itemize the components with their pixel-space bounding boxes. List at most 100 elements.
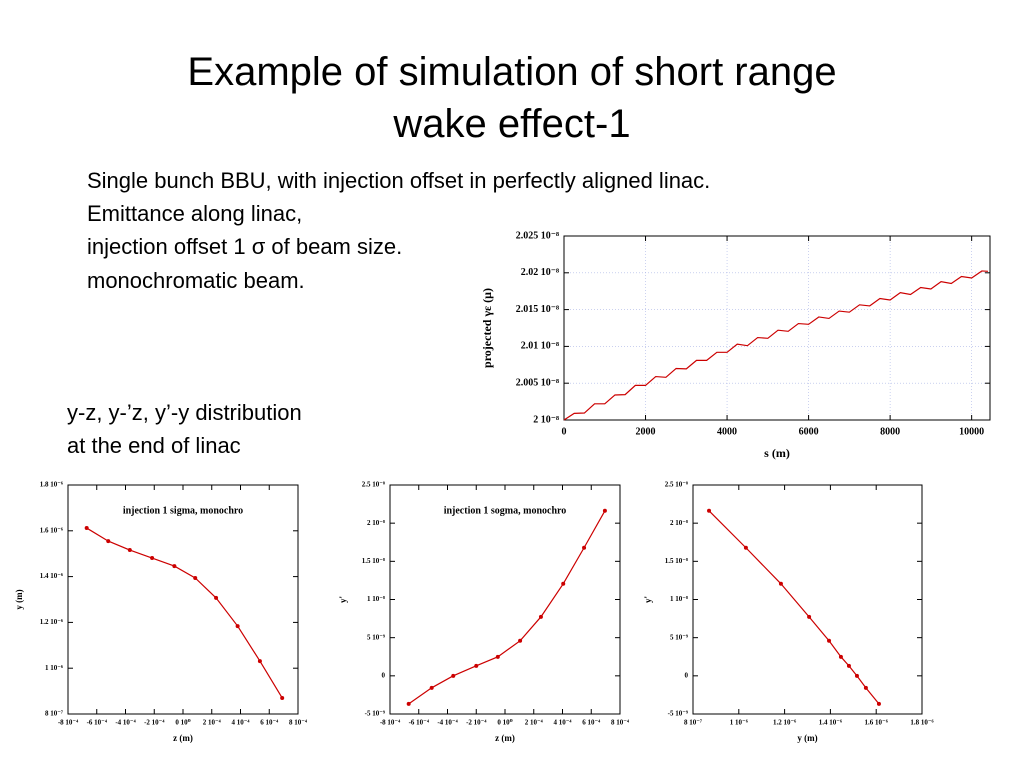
data-point (106, 539, 111, 544)
data-point (778, 581, 783, 586)
x-tick-label: 1.6 10⁻⁶ (865, 719, 888, 727)
x-tick-label: 4 10⁻⁴ (231, 719, 250, 727)
description-line: injection offset 1 σ of beam size. (87, 234, 402, 259)
x-tick-label: -6 10⁻⁴ (409, 719, 430, 727)
data-point (429, 685, 434, 690)
x-axis-label: z (m) (495, 733, 515, 743)
y-tick-label: 2.5 10⁻⁸ (665, 481, 688, 489)
y-tick-label: 2 10⁻⁸ (670, 519, 688, 527)
x-tick-label: 6000 (799, 426, 819, 437)
data-line (408, 510, 606, 705)
data-point (827, 638, 832, 643)
data-point (280, 695, 285, 700)
x-tick-label: 2 10⁻⁴ (203, 719, 222, 727)
y-tick-label: 1.5 10⁻⁸ (665, 557, 688, 565)
x-tick-label: 0 10⁰ (497, 719, 512, 727)
data-point (602, 508, 607, 513)
data-point (743, 545, 748, 550)
y-tick-label: 2.005 10⁻⁸ (516, 377, 559, 388)
slide-title: wake effect-1 (392, 102, 630, 146)
x-tick-label: 1.8 10⁻⁶ (910, 719, 933, 727)
x-tick-label: 8 10⁻⁷ (684, 719, 702, 727)
data-point (538, 614, 543, 619)
x-tick-label: 1.2 10⁻⁶ (773, 719, 796, 727)
y-tick-label: 8 10⁻⁷ (45, 710, 63, 718)
y-tick-label: 2.5 10⁻⁸ (362, 481, 385, 489)
x-tick-label: 8 10⁻⁴ (611, 719, 630, 727)
data-point (876, 701, 881, 706)
x-tick-label: 4 10⁻⁴ (553, 719, 572, 727)
data-point (474, 663, 479, 668)
y-tick-label: 1.5 10⁻⁸ (362, 557, 385, 565)
y-tick-label: 2.02 10⁻⁸ (521, 267, 559, 278)
slide-title: Example of simulation of short range (187, 50, 836, 94)
data-point (127, 548, 132, 553)
y-tick-label: 1.8 10⁻⁶ (40, 481, 63, 489)
description-line: monochromatic beam. (87, 268, 305, 293)
x-tick-label: -4 10⁻⁴ (437, 719, 458, 727)
y-tick-label: 2 10⁻⁸ (533, 414, 559, 425)
x-tick-label: 0 10⁰ (175, 719, 190, 727)
data-line (708, 510, 880, 705)
y-tick-label: -5 10⁻⁹ (668, 710, 688, 718)
x-tick-label: 6 10⁻⁴ (582, 719, 601, 727)
x-tick-label: -4 10⁻⁴ (115, 719, 136, 727)
data-point (193, 575, 198, 580)
data-point (84, 526, 89, 531)
y-axis-label: y' (643, 596, 653, 603)
data-point (561, 581, 566, 586)
data-point (582, 545, 587, 550)
x-tick-label: 1 10⁻⁶ (730, 719, 748, 727)
y-axis-label: y (m) (14, 589, 24, 609)
data-point (495, 654, 500, 659)
y-tick-label: 1.6 10⁻⁶ (40, 526, 63, 534)
x-tick-label: 2000 (636, 426, 656, 437)
x-tick-label: 8 10⁻⁴ (289, 719, 308, 727)
y-tick-label: 1 10⁻⁶ (45, 664, 63, 672)
x-tick-label: -8 10⁻⁴ (380, 719, 401, 727)
y-tick-label: 0 (382, 671, 386, 679)
data-line (563, 270, 988, 421)
x-axis-label: z (m) (173, 733, 193, 743)
y-tick-label: 5 10⁻⁹ (670, 633, 688, 641)
y-tick-label: 0 (685, 671, 689, 679)
x-tick-label: 8000 (880, 426, 900, 437)
x-tick-label: 2 10⁻⁴ (525, 719, 544, 727)
x-tick-label: 4000 (717, 426, 737, 437)
data-line (86, 527, 283, 699)
y-tick-label: 2.025 10⁻⁸ (516, 230, 559, 241)
caption-line: at the end of linac (67, 433, 241, 458)
y-tick-label: 2.015 10⁻⁸ (516, 304, 559, 315)
y-tick-label: -5 10⁻⁹ (365, 710, 385, 718)
data-point (854, 673, 859, 678)
x-tick-label: -8 10⁻⁴ (58, 719, 79, 727)
x-axis-label: s (m) (764, 446, 790, 460)
y-axis-label: projected γε (μ) (480, 288, 494, 368)
x-axis-label: y (m) (797, 733, 817, 743)
y-tick-label: 2.01 10⁻⁸ (521, 341, 559, 352)
data-point (518, 638, 523, 643)
x-tick-label: -6 10⁻⁴ (87, 719, 108, 727)
x-tick-label: 0 (562, 426, 567, 437)
x-tick-label: -2 10⁻⁴ (466, 719, 487, 727)
data-point (172, 564, 177, 569)
caption-line: y-z, y-’z, y’-y distribution (67, 400, 302, 425)
plot-frame (67, 484, 299, 715)
y-tick-label: 1.4 10⁻⁶ (40, 572, 63, 580)
data-point (807, 614, 812, 619)
data-point (838, 654, 843, 659)
data-point (863, 685, 868, 690)
x-tick-label: 6 10⁻⁴ (260, 719, 279, 727)
description-line: Emittance along linac, (87, 201, 302, 226)
data-point (846, 663, 851, 668)
data-point (406, 701, 411, 706)
y-axis-label: y' (338, 596, 348, 603)
plot-frame (389, 484, 621, 715)
data-point (214, 595, 219, 600)
data-point (451, 673, 456, 678)
annotation: injection 1 sogma, monochro (444, 505, 567, 516)
x-tick-label: 1.4 10⁻⁶ (819, 719, 842, 727)
y-tick-label: 5 10⁻⁹ (367, 633, 385, 641)
